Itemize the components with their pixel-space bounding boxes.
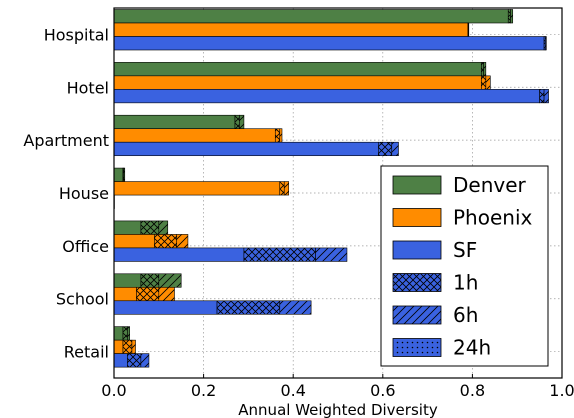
bar-hatch-24h [158, 287, 175, 301]
x-tick-label: 0.2 [191, 381, 216, 400]
bar-hatch-6h [140, 220, 159, 235]
legend-label-sf: SF [453, 238, 477, 262]
bar-hatch-24h [158, 220, 168, 235]
legend-frame [380, 165, 549, 367]
y-tick-labels: Hospital Hotel Apartment House Office School R… [23, 25, 109, 361]
bar-hatch-24h [545, 36, 547, 50]
bar-hatch-6h [544, 36, 546, 50]
bar-hatch-6h [481, 62, 484, 76]
bar-hatch-24h [510, 9, 513, 23]
bar-denver-1h [113, 62, 482, 77]
bar-hatch-6h [279, 181, 285, 196]
bars [113, 9, 549, 368]
bar-denver-1h [113, 167, 124, 182]
x-tick-labels: 0.0 0.2 0.4 0.6 0.8 1.0 [101, 381, 574, 400]
y-tick-label: Hospital [44, 25, 109, 44]
bar-phoenix-1h [113, 286, 137, 302]
y-tick-label: Apartment [23, 131, 109, 150]
bar-hatch-24h [158, 273, 182, 288]
x-tick-label: 0.0 [101, 381, 126, 400]
bar-hatch-6h [140, 273, 159, 288]
bar-hatch-24h [391, 142, 399, 156]
bar-sf-1h [113, 300, 218, 315]
bar-hatch-6h [122, 326, 128, 341]
bar-hatch-6h [378, 142, 392, 156]
bar-denver-1h [113, 326, 124, 341]
bar-phoenix-1h [113, 128, 276, 143]
bar-hatch-6h [539, 89, 545, 103]
x-tick-label: 0.8 [460, 381, 485, 400]
legend-swatch-phoenix [392, 208, 442, 227]
bar-hatch-24h [485, 75, 491, 90]
y-tick-label: Hotel [67, 78, 109, 97]
legend-label-6h: 6h [453, 303, 478, 327]
bar-hatch-24h [239, 115, 244, 129]
bar-hatch-24h [127, 326, 130, 341]
bar-hatch-6h [154, 234, 177, 248]
bar-hatch-24h [131, 340, 136, 354]
bar-hatch-24h [284, 181, 289, 196]
bar-hatch-6h [481, 75, 486, 90]
bar-phoenix-1h [113, 22, 469, 37]
plot-frame [113, 7, 563, 379]
legend-swatch-hatch [393, 338, 441, 357]
y-tick-label: Office [62, 237, 109, 256]
x-tick-label: 0.6 [370, 381, 395, 400]
legend-swatch-hatch [393, 273, 441, 292]
bar-sf-1h [113, 141, 379, 157]
bar-hatch-24h [279, 128, 282, 143]
legend-label-1h: 1h [453, 271, 478, 295]
bar-hatch-24h [483, 62, 486, 76]
bar-phoenix-1h [113, 339, 124, 354]
bar-sf-1h [113, 36, 545, 51]
legend-swatch-denver [392, 175, 442, 195]
bar-hatch-6h [508, 9, 511, 23]
legend-label-24h: 24h [453, 336, 491, 360]
legend-label-phoenix: Phoenix [453, 206, 533, 230]
bar-hatch-24h [123, 168, 125, 182]
bar-hatch-6h [122, 340, 132, 354]
legend-label-denver: Denver [453, 173, 527, 197]
legend: Denver Phoenix SF 1h 6h 24h [380, 165, 549, 367]
bar-hatch-24h [140, 353, 149, 368]
bar-hatch-6h [234, 115, 240, 129]
bar-phoenix-1h [113, 234, 155, 249]
legend-swatch-sf [392, 240, 442, 260]
y-tick-label: House [59, 184, 109, 203]
bar-sf-1h [113, 247, 245, 262]
bar-hatch-24h [544, 89, 549, 103]
y-tick-label: Retail [64, 343, 109, 362]
bar-denver-1h [113, 114, 236, 130]
bar-denver-1h [113, 9, 509, 24]
bar-sf-1h [113, 89, 540, 104]
bar-hatch-24h [279, 300, 312, 315]
bar-denver-1h [113, 273, 142, 288]
bar-hatch-6h [243, 247, 316, 262]
bar-denver-1h [113, 220, 142, 235]
x-tick-label: 1.0 [549, 381, 574, 400]
bar-phoenix-1h [113, 181, 281, 196]
bar-hatch-24h [176, 234, 188, 248]
x-tick-label: 0.4 [280, 381, 305, 400]
y-tick-label: School [56, 290, 109, 309]
x-axis-label: Annual Weighted Diversity [238, 401, 438, 418]
bar-sf-1h [113, 353, 128, 368]
bar-hatch-6h [217, 300, 280, 315]
bar-hatch-24h [315, 247, 347, 262]
bar-hatch-6h [122, 168, 124, 182]
bar-hatch-6h [127, 353, 141, 368]
legend-swatch-hatch [393, 306, 441, 324]
bar-phoenix-1h [113, 75, 482, 90]
bar-hatch-6h [275, 128, 280, 143]
bar-hatch-6h [136, 287, 159, 301]
